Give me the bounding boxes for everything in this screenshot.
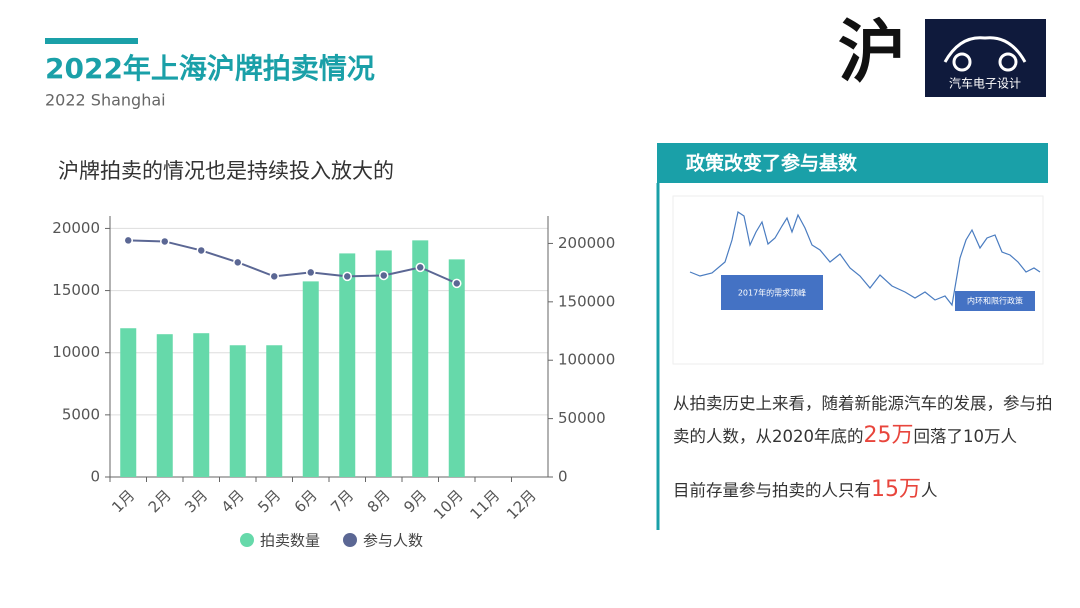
logo-car — [943, 36, 1027, 63]
line-point — [452, 278, 462, 289]
bar — [339, 253, 356, 477]
legend-swatch — [343, 533, 357, 547]
x-tick-label: 4月 — [218, 486, 248, 516]
bar — [266, 345, 283, 477]
y2-tick-label: 150000 — [558, 292, 615, 310]
bar — [302, 281, 319, 477]
chart-title: 沪牌拍卖的情况也是持续投入放大的 — [58, 159, 394, 183]
y2-tick-label: 200000 — [558, 234, 615, 252]
line — [128, 239, 458, 285]
y2-tick-label: 0 — [558, 468, 568, 486]
line-point — [269, 271, 279, 282]
page-subtitle: 2022 Shanghai — [45, 91, 166, 110]
y-tick-label: 10000 — [52, 343, 100, 361]
legend-swatch — [240, 533, 254, 547]
logo-mark: 沪 — [838, 15, 906, 91]
logo-wheel — [998, 52, 1018, 72]
inset-chart: 2017年的需求顶峰 内环和限行政策 — [672, 195, 1044, 365]
x-tick-label: 8月 — [364, 486, 394, 516]
highlight: 25万 — [863, 423, 914, 448]
text: 回落了10万人 — [913, 427, 1018, 446]
y-tick-label: 5000 — [62, 405, 100, 423]
x-tick-label: 11月 — [466, 486, 503, 523]
bar — [375, 250, 392, 477]
bar — [120, 328, 137, 477]
bar — [156, 334, 173, 477]
inset-line — [689, 211, 1041, 307]
panel-header — [657, 143, 1048, 183]
legend-label: 拍卖数量 — [260, 532, 320, 550]
highlight: 15万 — [871, 477, 921, 502]
logo-brand: 汽车电子设计 — [949, 76, 1021, 91]
line-point — [160, 236, 170, 247]
legend-label: 参与人数 — [363, 532, 423, 550]
inset-note: 2017年的需求顶峰 — [738, 288, 806, 298]
y-tick-label: 15000 — [52, 281, 100, 299]
line-point — [415, 262, 425, 273]
paragraph: 从拍卖历史上来看，随着新能源汽车的发展，参与拍卖的人数，从2020年底的25万回… — [673, 388, 1068, 453]
line-point — [233, 257, 243, 268]
page-title: 2022年上海沪牌拍卖情况 — [45, 52, 375, 85]
y2-tick-label: 100000 — [558, 351, 615, 369]
line-point — [123, 235, 133, 246]
panel-title: 政策改变了参与基数 — [686, 152, 858, 175]
x-tick-label: 6月 — [291, 486, 321, 516]
text: 目前存量参与拍卖的人只有 — [673, 481, 871, 500]
inset-note-box — [721, 275, 823, 310]
y-tick-label: 0 — [90, 468, 100, 486]
y2-tick-label: 50000 — [558, 409, 606, 427]
bar — [412, 240, 429, 477]
bar — [193, 333, 210, 477]
x-tick-label: 9月 — [400, 486, 430, 516]
x-tick-label: 1月 — [108, 486, 138, 516]
x-tick-label: 2月 — [145, 486, 175, 516]
y-tick-label: 20000 — [52, 219, 100, 237]
x-tick-label: 7月 — [327, 486, 357, 516]
x-tick-label: 5月 — [254, 486, 284, 516]
logo-box — [925, 19, 1046, 97]
inset-note: 内环和限行政策 — [967, 296, 1023, 306]
line-point — [379, 270, 389, 281]
logo-wheel — [952, 52, 972, 72]
text: 人 — [921, 481, 938, 500]
inset-note-box — [955, 291, 1035, 311]
x-tick-label: 3月 — [181, 486, 211, 516]
title-accent — [45, 38, 138, 44]
bar — [229, 345, 246, 477]
line-point — [196, 245, 206, 256]
x-tick-label: 10月 — [430, 486, 467, 523]
bar — [448, 259, 465, 477]
x-tick-label: 12月 — [503, 486, 540, 523]
text: 从拍卖历史上来看，随着新能源汽车的发展，参与拍卖的人数，从2020年底的 — [673, 394, 1053, 446]
paragraph: 目前存量参与拍卖的人只有15万人 — [673, 474, 1068, 507]
line-point — [342, 271, 352, 282]
line-point — [306, 267, 316, 278]
